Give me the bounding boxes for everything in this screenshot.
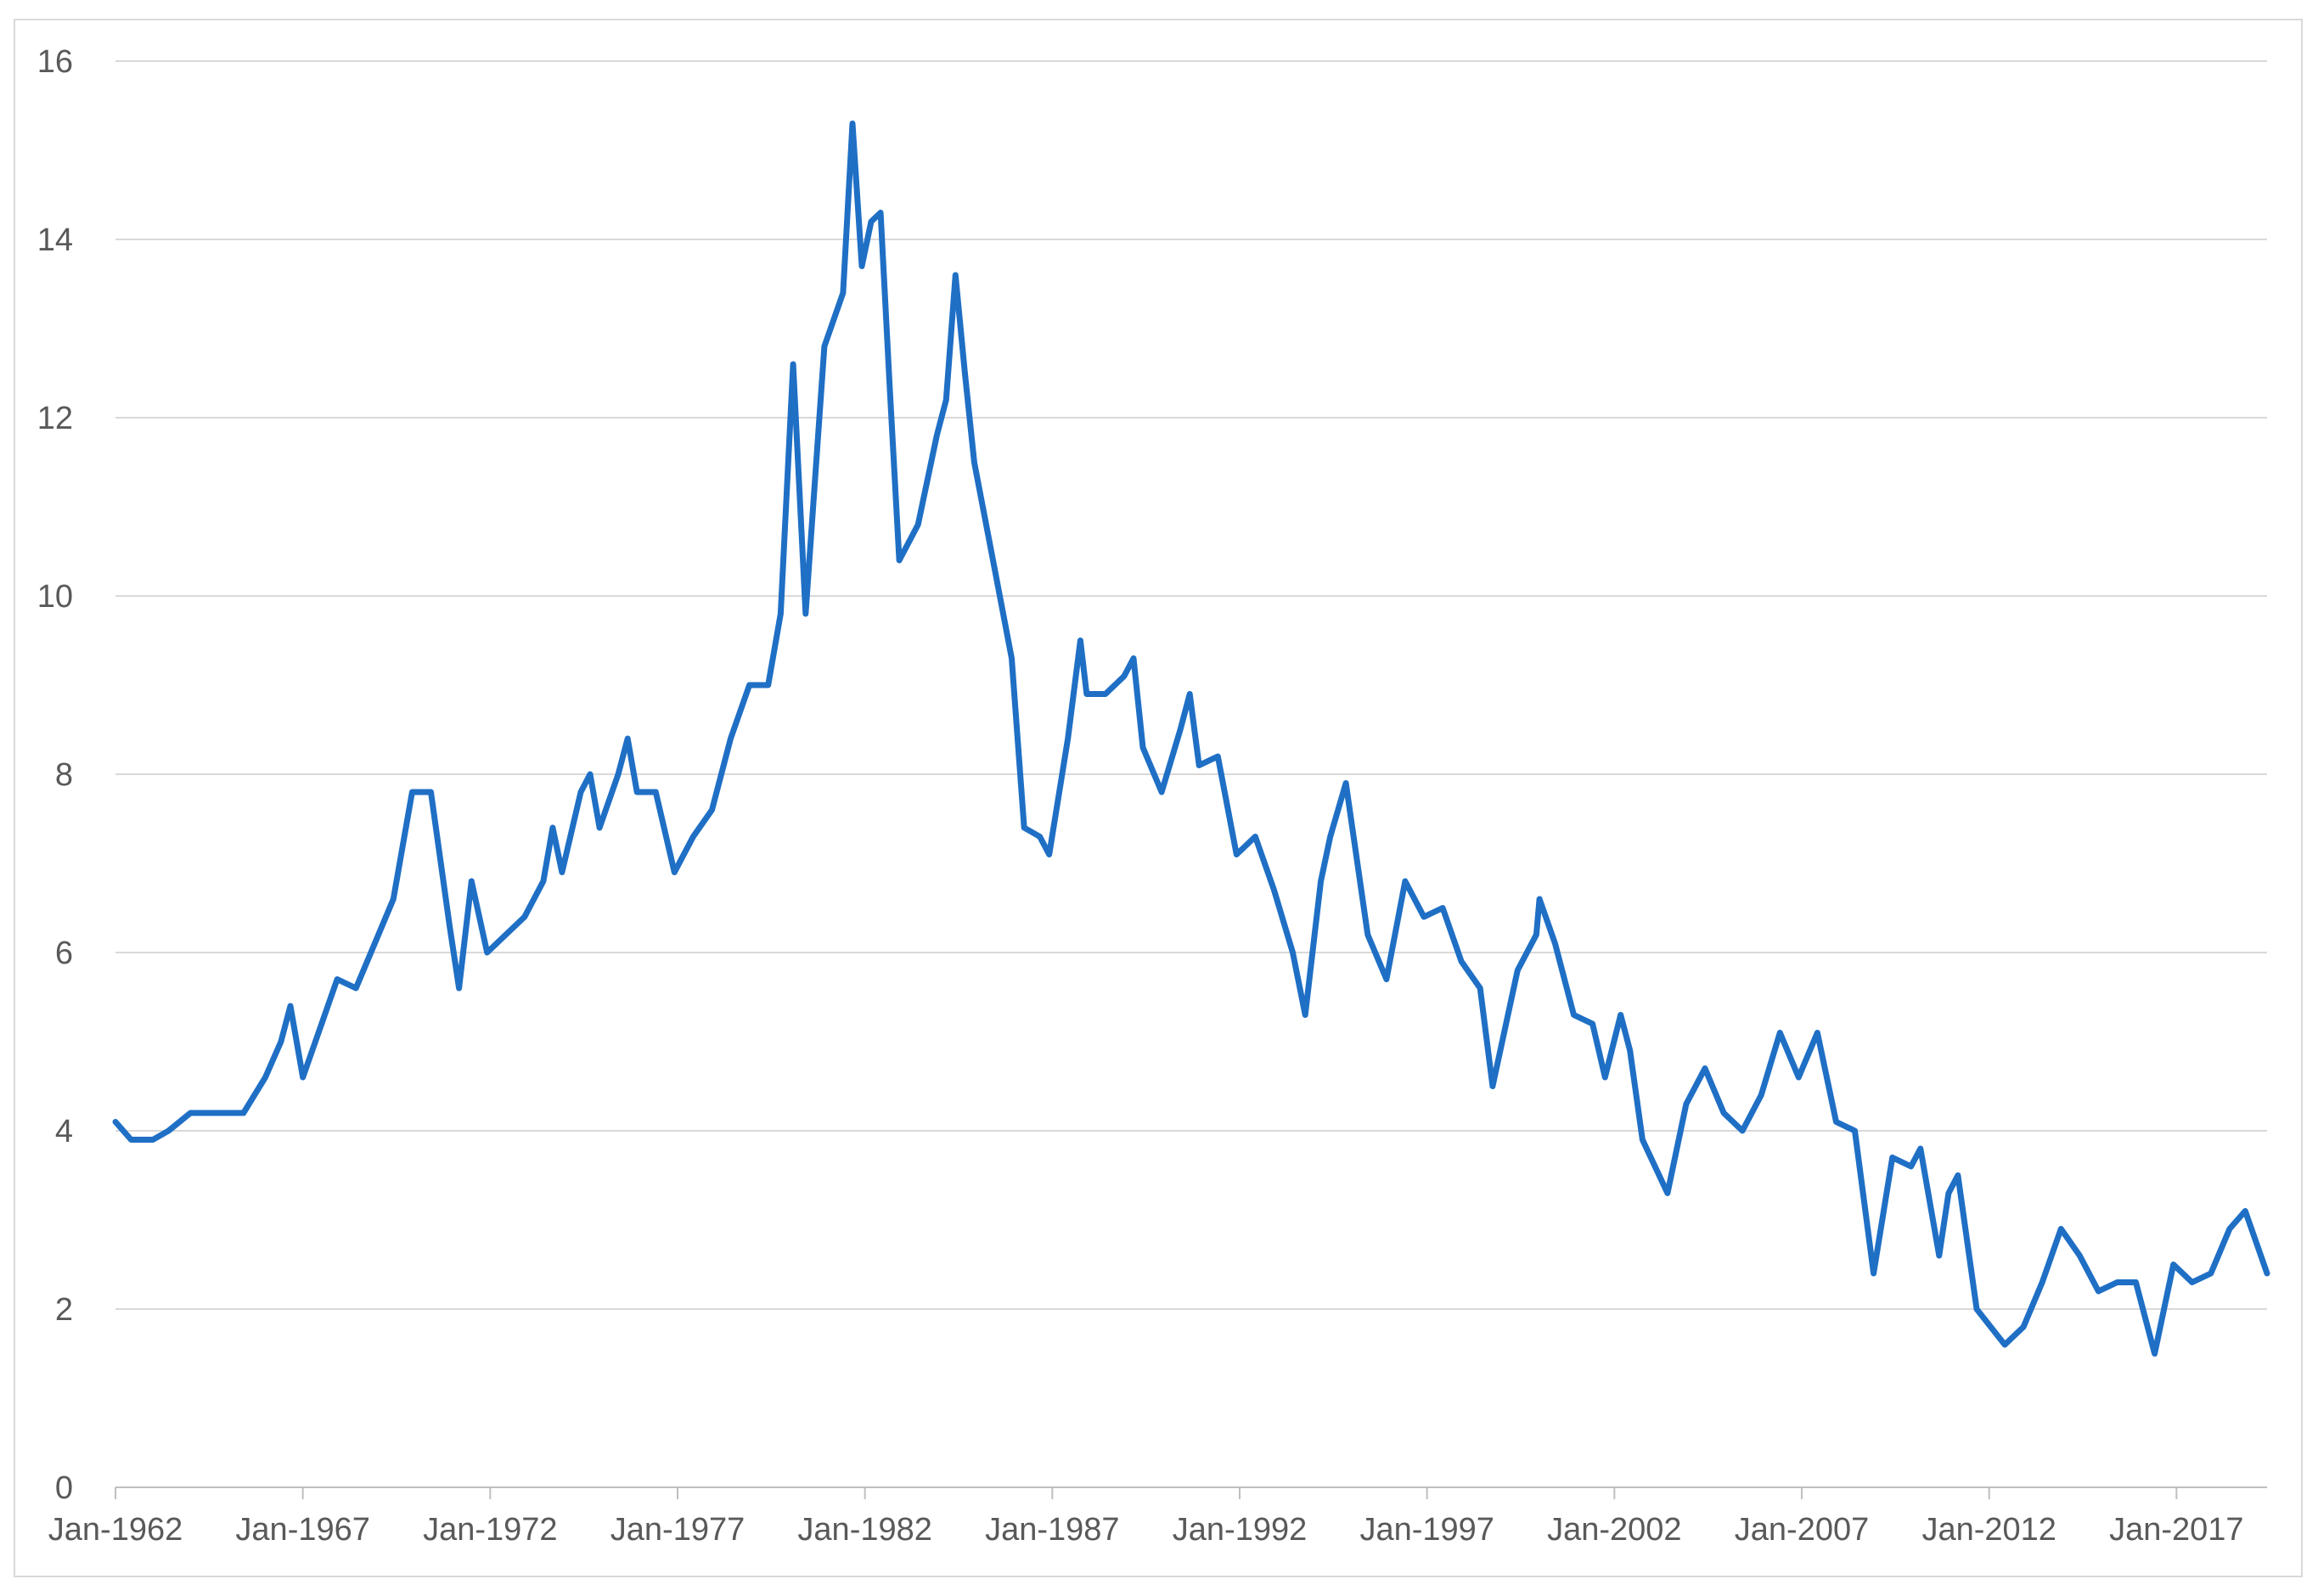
x-tick-label: Jan-2017 xyxy=(2109,1512,2243,1548)
x-tick-label: Jan-2012 xyxy=(1921,1512,2056,1548)
x-axis xyxy=(115,1486,2267,1499)
x-tick-label: Jan-1992 xyxy=(1173,1512,1307,1548)
x-tick-label: Jan-1982 xyxy=(797,1512,931,1548)
x-tick-label: Jan-1962 xyxy=(48,1512,183,1548)
y-tick-label: 16 xyxy=(37,44,73,80)
x-tick-label: Jan-1967 xyxy=(235,1512,369,1548)
x-tick-label: Jan-1972 xyxy=(423,1512,557,1548)
y-tick-label: 4 xyxy=(55,1114,73,1149)
x-tick-label: Jan-1997 xyxy=(1359,1512,1494,1548)
y-tick-label: 14 xyxy=(37,222,73,258)
y-tick-label: 0 xyxy=(55,1470,73,1506)
y-tick-label: 2 xyxy=(55,1292,73,1328)
x-tick-label: Jan-2007 xyxy=(1735,1512,1869,1548)
y-tick-label: 8 xyxy=(55,757,73,793)
y-tick-label: 6 xyxy=(55,936,73,971)
x-tick-label: Jan-1977 xyxy=(610,1512,745,1548)
series-line-0 xyxy=(112,121,2270,1357)
gridlines xyxy=(115,60,2267,1310)
chart-frame xyxy=(14,19,2303,1577)
x-axis-tick-labels: Jan-1962 Jan-1967 Jan-1972 Jan-1977 Jan-1982… xyxy=(48,1512,2244,1548)
x-tick-label: Jan-2002 xyxy=(1547,1512,1681,1548)
series-layer xyxy=(112,121,2270,1357)
y-axis-tick-labels: 0 2 4 6 8 10 12 14 16 xyxy=(37,44,73,1506)
x-tick-label: Jan-1987 xyxy=(985,1512,1119,1548)
y-tick-label: 10 xyxy=(37,579,73,615)
y-tick-label: 12 xyxy=(37,401,73,436)
